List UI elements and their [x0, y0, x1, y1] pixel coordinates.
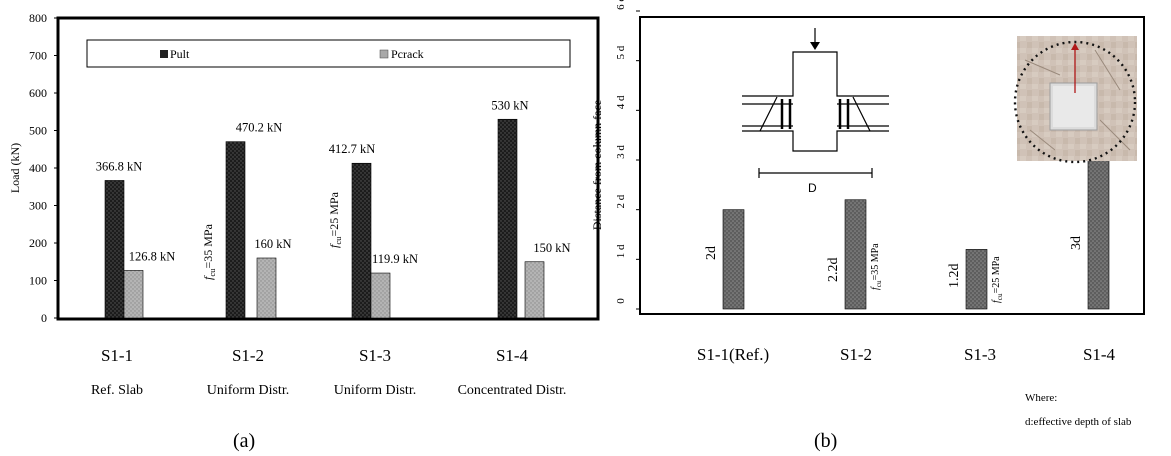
- y-tick-label: 300: [29, 199, 47, 213]
- sketch-label-d: D: [808, 181, 817, 195]
- data-label: 470.2 kN: [236, 121, 283, 135]
- bar-pult-S1-4: [497, 118, 518, 319]
- y-tick-label: 3 d: [615, 145, 627, 159]
- y-tick-label: 500: [29, 124, 47, 138]
- y-tick-label: 4 d: [615, 95, 627, 109]
- where-text: d:effective depth of slab: [1025, 416, 1132, 428]
- x-category-label: S1-3: [359, 346, 391, 365]
- x-category-label: S1-1: [101, 346, 133, 365]
- where-title: Where:: [1025, 392, 1057, 404]
- x-category-label: S1-1(Ref.): [697, 345, 769, 364]
- x-category-note: Uniform Distr.: [334, 383, 416, 398]
- x-category-note: Ref. Slab: [91, 383, 143, 398]
- svg-text:fcu=25 MPa: fcu=25 MPa: [327, 191, 343, 248]
- chart-b-ylabel: Distance from column face: [590, 100, 604, 230]
- data-label: 160 kN: [254, 237, 291, 251]
- chart-b-plot-frame: [639, 16, 1145, 315]
- data-label: 150 kN: [533, 241, 570, 255]
- x-category-label: S1-4: [1083, 345, 1116, 364]
- x-category-note: Uniform Distr.: [207, 383, 289, 398]
- bar-distance-S1-4: [1087, 159, 1110, 310]
- legend-label-pcrack: Pcrack: [391, 47, 424, 61]
- y-tick-label: 0: [615, 298, 627, 304]
- y-tick-label: 800: [29, 11, 47, 25]
- panel-label-b: (b): [814, 430, 837, 452]
- y-tick-label: 2 d: [615, 194, 627, 208]
- data-label: 1.2d: [947, 264, 962, 289]
- data-label: 126.8 kN: [129, 249, 176, 263]
- bar-pult-S1-2: [225, 141, 246, 319]
- chart-a-x-labels: S1-1 Ref. Slab S1-2 Uniform Distr. S1-3 Unifo…: [91, 346, 566, 398]
- panel-label-a: (a): [233, 430, 255, 452]
- y-tick-label: 100: [29, 274, 47, 288]
- x-category-label: S1-2: [232, 346, 264, 365]
- x-category-label: S1-3: [964, 345, 996, 364]
- y-tick-label: 6 d: [615, 0, 627, 10]
- x-category-note: Concentrated Distr.: [458, 383, 567, 398]
- x-category-label: S1-2: [840, 345, 872, 364]
- fcu-note-S1-2: fcu=35 MPa: [870, 243, 883, 290]
- y-tick-label: 5 d: [615, 45, 627, 59]
- chart-a-ylabel: Load (kN): [8, 143, 22, 193]
- data-label: 412.7 kN: [329, 142, 376, 156]
- bar-distance-S1-3: [965, 249, 988, 310]
- fcu-note-S1-2: fcu=35 MPa: [201, 223, 217, 280]
- y-tick-label: 600: [29, 86, 47, 100]
- bar-pult-S1-1: [104, 180, 125, 319]
- bar-distance-S1-1(Ref.): [722, 209, 745, 310]
- chart-a: Pult Pcrack Load (kN) 0 100 200 300 400 500 60…: [8, 11, 600, 452]
- chart-b-x-labels: S1-1(Ref.) S1-2 S1-3 S1-4: [697, 345, 1116, 364]
- legend-swatch-pcrack: [379, 49, 389, 59]
- data-label: 119.9 kN: [372, 252, 418, 266]
- svg-text:fcu=25 MPa: fcu=25 MPa: [991, 256, 1004, 303]
- bar-distance-S1-2: [844, 199, 867, 310]
- fcu-note-S1-3: fcu=25 MPa: [991, 256, 1004, 303]
- bar-pult-S1-3: [351, 162, 372, 319]
- chart-a-bars: 366.8 kN 470.2 kN 412.7 kN 530 kN 126.8 kN 16…: [96, 98, 571, 319]
- y-tick-label: 0: [41, 311, 47, 325]
- data-label: 2.2d: [826, 258, 841, 283]
- chart-a-legend-box: [86, 39, 571, 68]
- data-label: 366.8 kN: [96, 159, 143, 173]
- legend-label-pult: Pult: [170, 47, 190, 61]
- svg-text:fcu=35 MPa: fcu=35 MPa: [870, 243, 883, 290]
- svg-text:fcu=35 MPa: fcu=35 MPa: [201, 223, 217, 280]
- chart-a-y-axis: 0 100 200 300 400 500 600 700 800: [29, 11, 58, 325]
- failed-slab-photo: [1013, 36, 1137, 164]
- chart-b: Distance from column face 0 1 d 2 d 3 d 4 d 5…: [590, 0, 1145, 452]
- data-label: 2d: [704, 246, 719, 260]
- chart-b-y-axis: 0 1 d 2 d 3 d 4 d 5 d 6 d: [615, 0, 640, 310]
- data-label: 530 kN: [491, 98, 528, 112]
- data-label: 3d: [1069, 236, 1084, 250]
- x-category-label: S1-4: [496, 346, 529, 365]
- bar-pcrack-S1-1: [123, 270, 144, 319]
- chart-b-bars: 2d 2.2d 1.2d 3d fcu=35 MPa fcu=25 MPa: [704, 159, 1110, 310]
- legend-swatch-pult: [160, 50, 168, 58]
- y-tick-label: 200: [29, 236, 47, 250]
- bar-pcrack-S1-4: [524, 261, 545, 319]
- slab-section-sketch: [742, 28, 889, 178]
- y-tick-label: 400: [29, 161, 47, 175]
- bar-pcrack-S1-3: [370, 272, 391, 319]
- y-tick-label: 700: [29, 49, 47, 63]
- y-tick-label: 1 d: [615, 244, 627, 258]
- bar-pcrack-S1-2: [256, 257, 277, 319]
- fcu-note-S1-3: fcu=25 MPa: [327, 191, 343, 248]
